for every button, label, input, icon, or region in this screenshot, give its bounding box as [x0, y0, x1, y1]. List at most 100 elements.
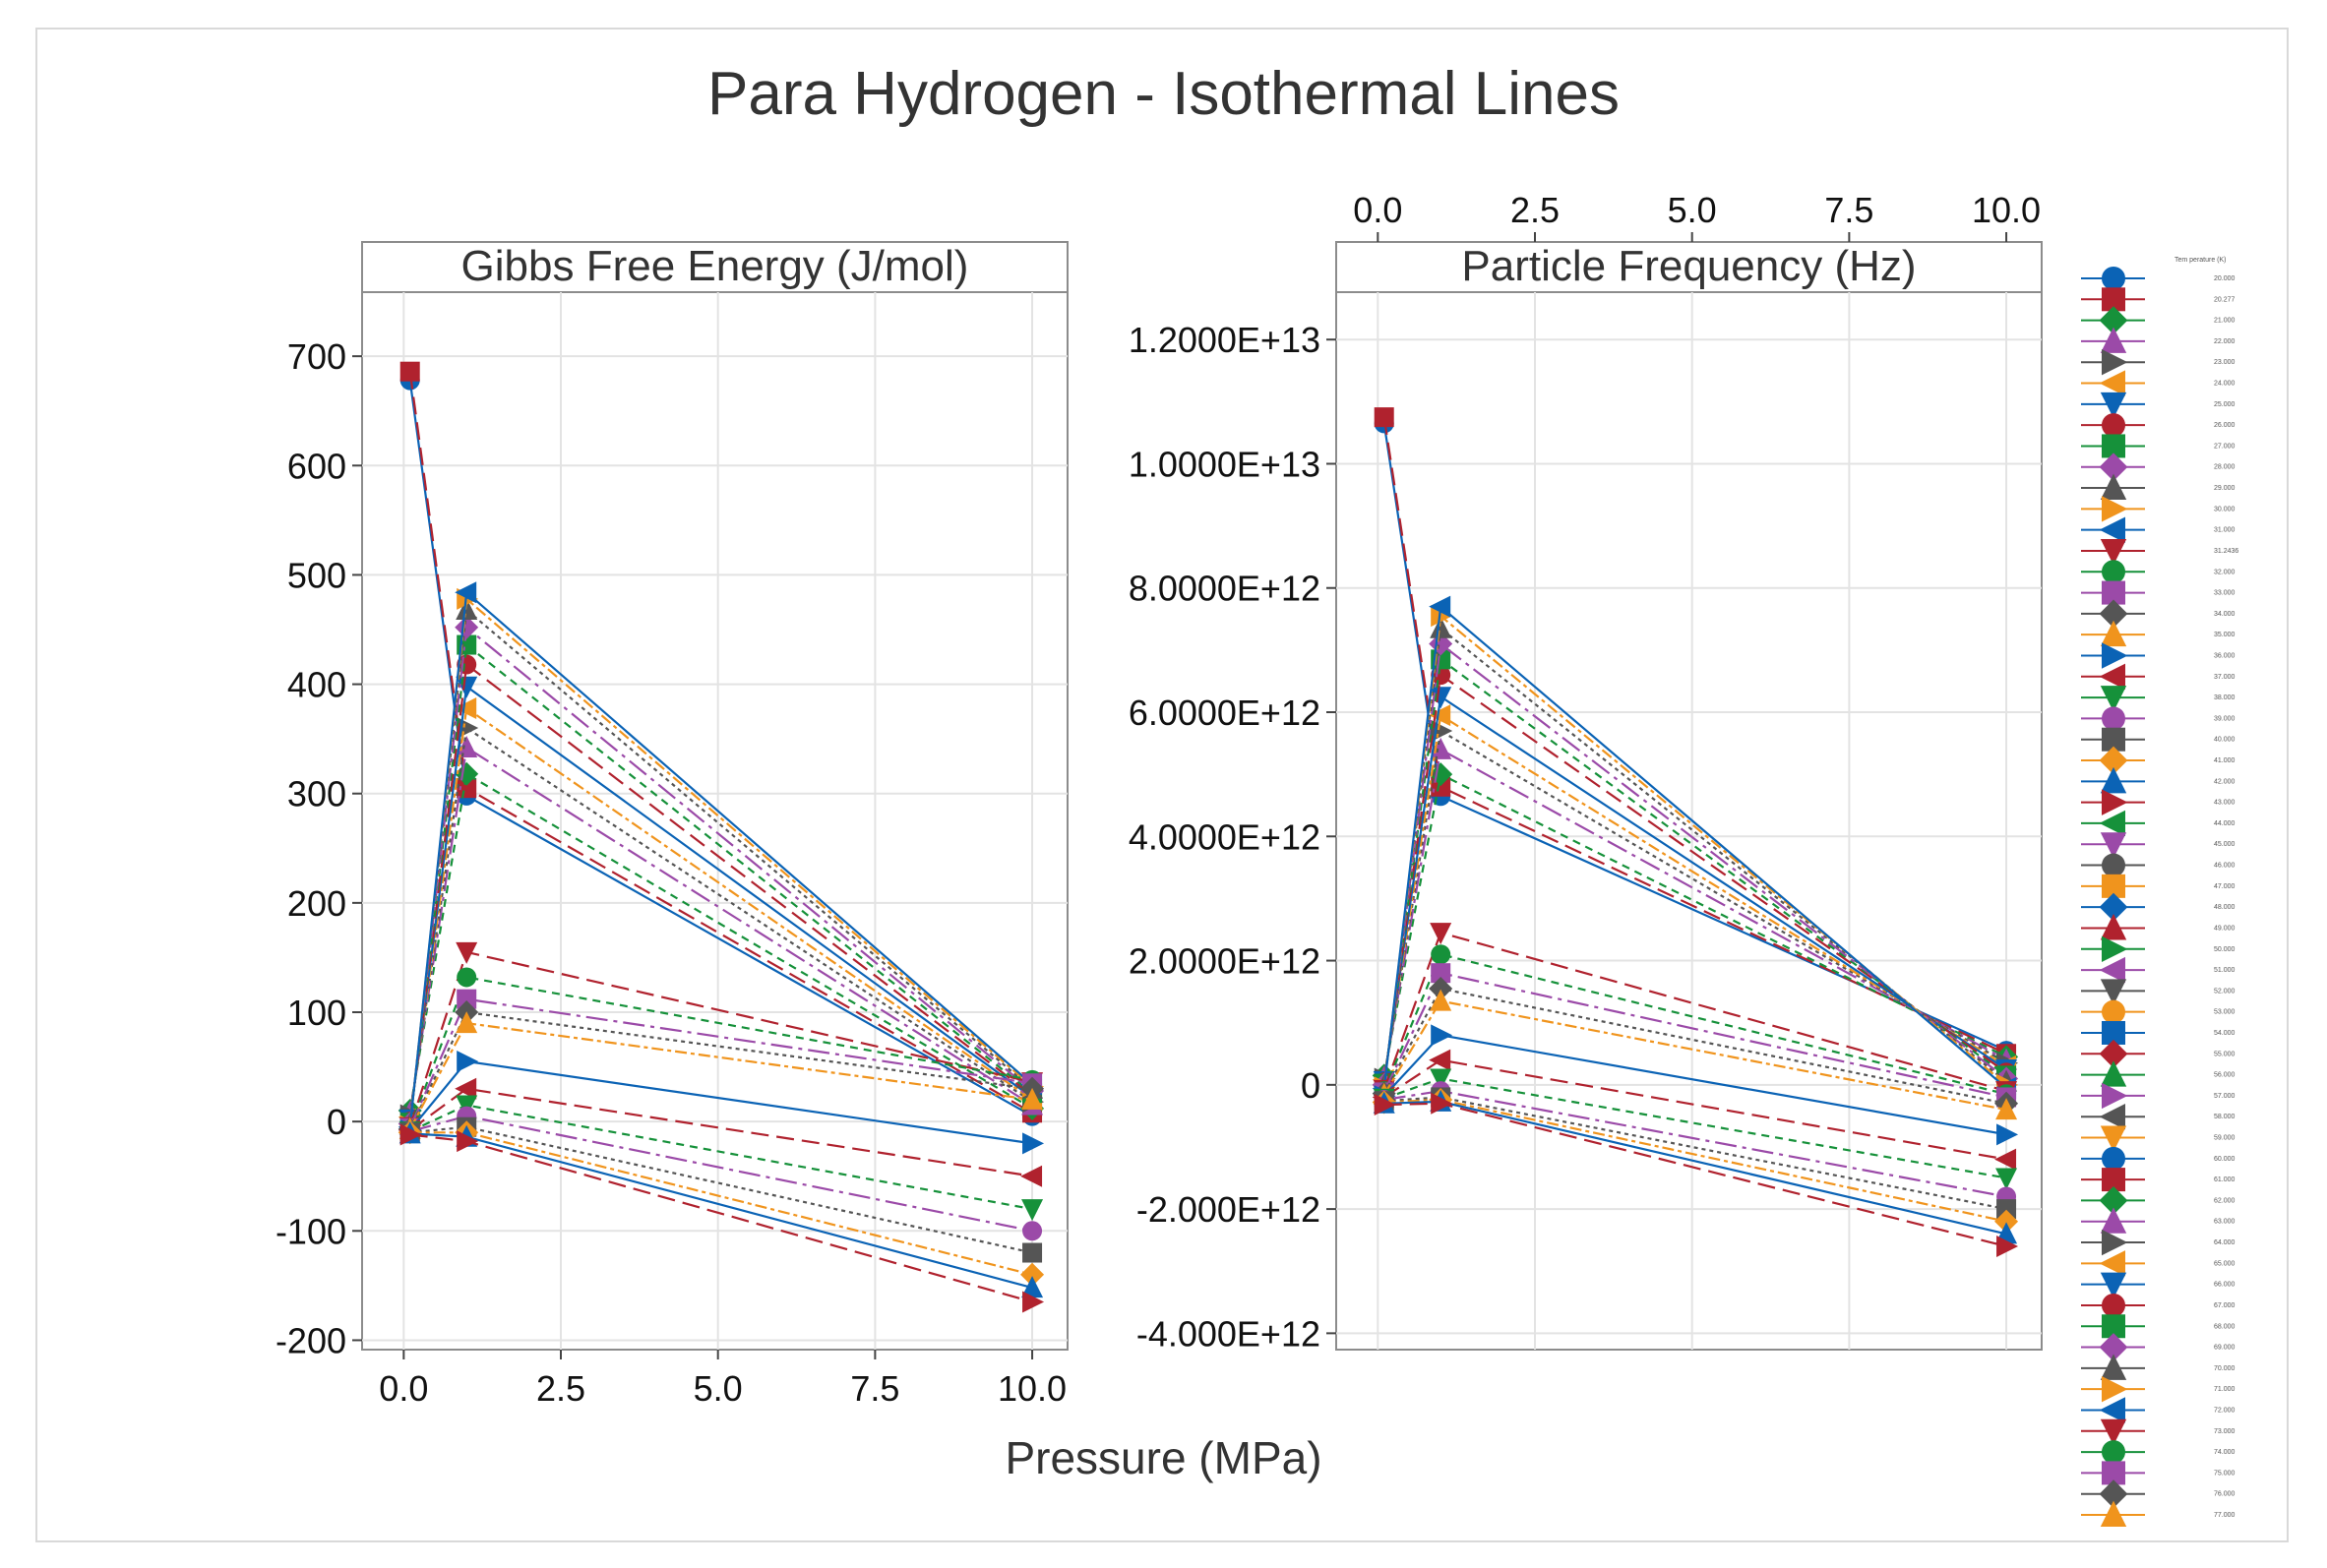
legend-label: 67.000 [2214, 1302, 2235, 1309]
legend-marker [2100, 473, 2127, 501]
legend-label: 70.000 [2214, 1365, 2235, 1372]
data-point [1374, 407, 1394, 428]
legend-marker [2100, 1500, 2127, 1527]
legend-label: 55.000 [2214, 1051, 2235, 1057]
legend-marker [2102, 1146, 2125, 1171]
legend-label: 59.000 [2214, 1135, 2235, 1142]
data-point [1022, 1221, 1043, 1241]
legend-marker [2100, 914, 2127, 940]
legend-label: 24.000 [2214, 381, 2235, 388]
legend-marker [2100, 1354, 2127, 1380]
legend-label: 36.000 [2214, 652, 2235, 659]
legend-label: 48.000 [2214, 904, 2235, 911]
legend-label: 76.000 [2214, 1491, 2235, 1498]
data-point [1996, 1235, 2019, 1257]
panel-particle-frequency: Particle Frequency (Hz) -4.000E+12 -2.000E… [1129, 190, 2043, 1354]
legend-label: 28.000 [2214, 464, 2235, 471]
legend-label: 52.000 [2214, 988, 2235, 995]
data-point [1429, 976, 1453, 1000]
legend-marker [2102, 1293, 2125, 1317]
y-tick-label: 700 [287, 336, 346, 377]
y-tick-label: 8.0000E+12 [1129, 569, 1320, 609]
data-point [1431, 963, 1451, 984]
legend-marker [2100, 1125, 2127, 1152]
panel-title: Particle Frequency (Hz) [1461, 242, 1916, 290]
legend-marker [2100, 327, 2127, 353]
legend-label: 74.000 [2214, 1449, 2235, 1456]
legend-marker [2102, 1440, 2125, 1465]
data-point [1430, 616, 1452, 638]
legend-label: 73.000 [2214, 1428, 2235, 1435]
data-point [399, 1123, 422, 1146]
legend-marker [2100, 979, 2127, 1005]
data-point [457, 778, 477, 799]
legend-label: 72.000 [2214, 1407, 2235, 1414]
legend-marker [2099, 1104, 2125, 1130]
data-point [1021, 1087, 1044, 1110]
data-point [1995, 1098, 2018, 1120]
legend-marker [2099, 1250, 2125, 1277]
legend-marker [2099, 746, 2128, 775]
series-group [1372, 407, 2019, 1257]
y-tick-label: 100 [287, 993, 346, 1033]
y-tick-label: 300 [287, 774, 346, 814]
panel-header [1335, 241, 2043, 293]
x-tick-label: 2.5 [536, 1368, 585, 1409]
data-point [456, 1095, 478, 1117]
legend-marker [2099, 956, 2125, 984]
legend-label: 65.000 [2214, 1260, 2235, 1267]
legend-label: 21.000 [2214, 318, 2235, 325]
legend-label: 60.000 [2214, 1156, 2235, 1163]
legend-marker [2102, 935, 2128, 962]
legend-marker [2099, 1186, 2128, 1215]
y-tick-label: -2.000E+12 [1136, 1189, 1320, 1230]
legend-marker [2102, 999, 2125, 1024]
legend-label: 68.000 [2214, 1323, 2235, 1330]
legend-label: 35.000 [2214, 632, 2235, 638]
legend-marker [2102, 413, 2125, 438]
legend-marker [2100, 1060, 2127, 1087]
legend-marker [2100, 766, 2127, 794]
data-point [457, 1051, 479, 1073]
y-tick-label: 400 [287, 665, 346, 705]
series-line [408, 746, 1033, 1114]
data-point [1996, 1199, 2017, 1220]
legend-marker [2099, 1333, 2128, 1361]
legend-label: 50.000 [2214, 946, 2235, 953]
data-point [457, 1130, 479, 1153]
x-tick-label: 10.0 [1972, 190, 2041, 230]
data-point [1994, 1209, 2019, 1234]
data-point [455, 615, 479, 639]
y-tick-label: -100 [276, 1211, 346, 1251]
data-point [1429, 595, 1451, 618]
data-point [1430, 989, 1452, 1011]
legend-marker [2102, 853, 2125, 877]
y-tick-label: 0 [1301, 1065, 1320, 1106]
data-point [457, 967, 477, 988]
series-line [1382, 748, 2007, 1078]
legend-marker [2100, 686, 2127, 712]
series-line [408, 976, 1033, 1129]
data-point [1996, 1123, 2019, 1146]
legend-label: 61.000 [2214, 1176, 2235, 1183]
legend-label: 75.000 [2214, 1470, 2235, 1477]
data-point [1429, 1049, 1451, 1071]
data-point [1021, 1199, 1044, 1222]
data-point [456, 1011, 478, 1034]
legend-marker [2099, 599, 2128, 629]
legend-label: 53.000 [2214, 1009, 2235, 1016]
legend-label: 62.000 [2214, 1197, 2235, 1204]
legend-label: 25.000 [2214, 401, 2235, 408]
legend-label: 37.000 [2214, 674, 2235, 681]
panel-header [361, 241, 1069, 293]
legend-label: 20.000 [2214, 275, 2235, 282]
x-tick-label: 5.0 [694, 1368, 743, 1409]
legend-label: 31.000 [2214, 527, 2235, 534]
legend-label: 44.000 [2214, 820, 2235, 827]
panel-gibbs-free-energy: Gibbs Free Energy (J/mol) -200 -100 0 100 200… [276, 241, 1069, 1409]
legend-marker [2100, 392, 2127, 419]
legend-label: 45.000 [2214, 841, 2235, 848]
data-point [1994, 1148, 2017, 1171]
x-tick-label: 7.5 [850, 1368, 899, 1409]
y-tick-label: 1.2000E+13 [1129, 320, 1320, 360]
